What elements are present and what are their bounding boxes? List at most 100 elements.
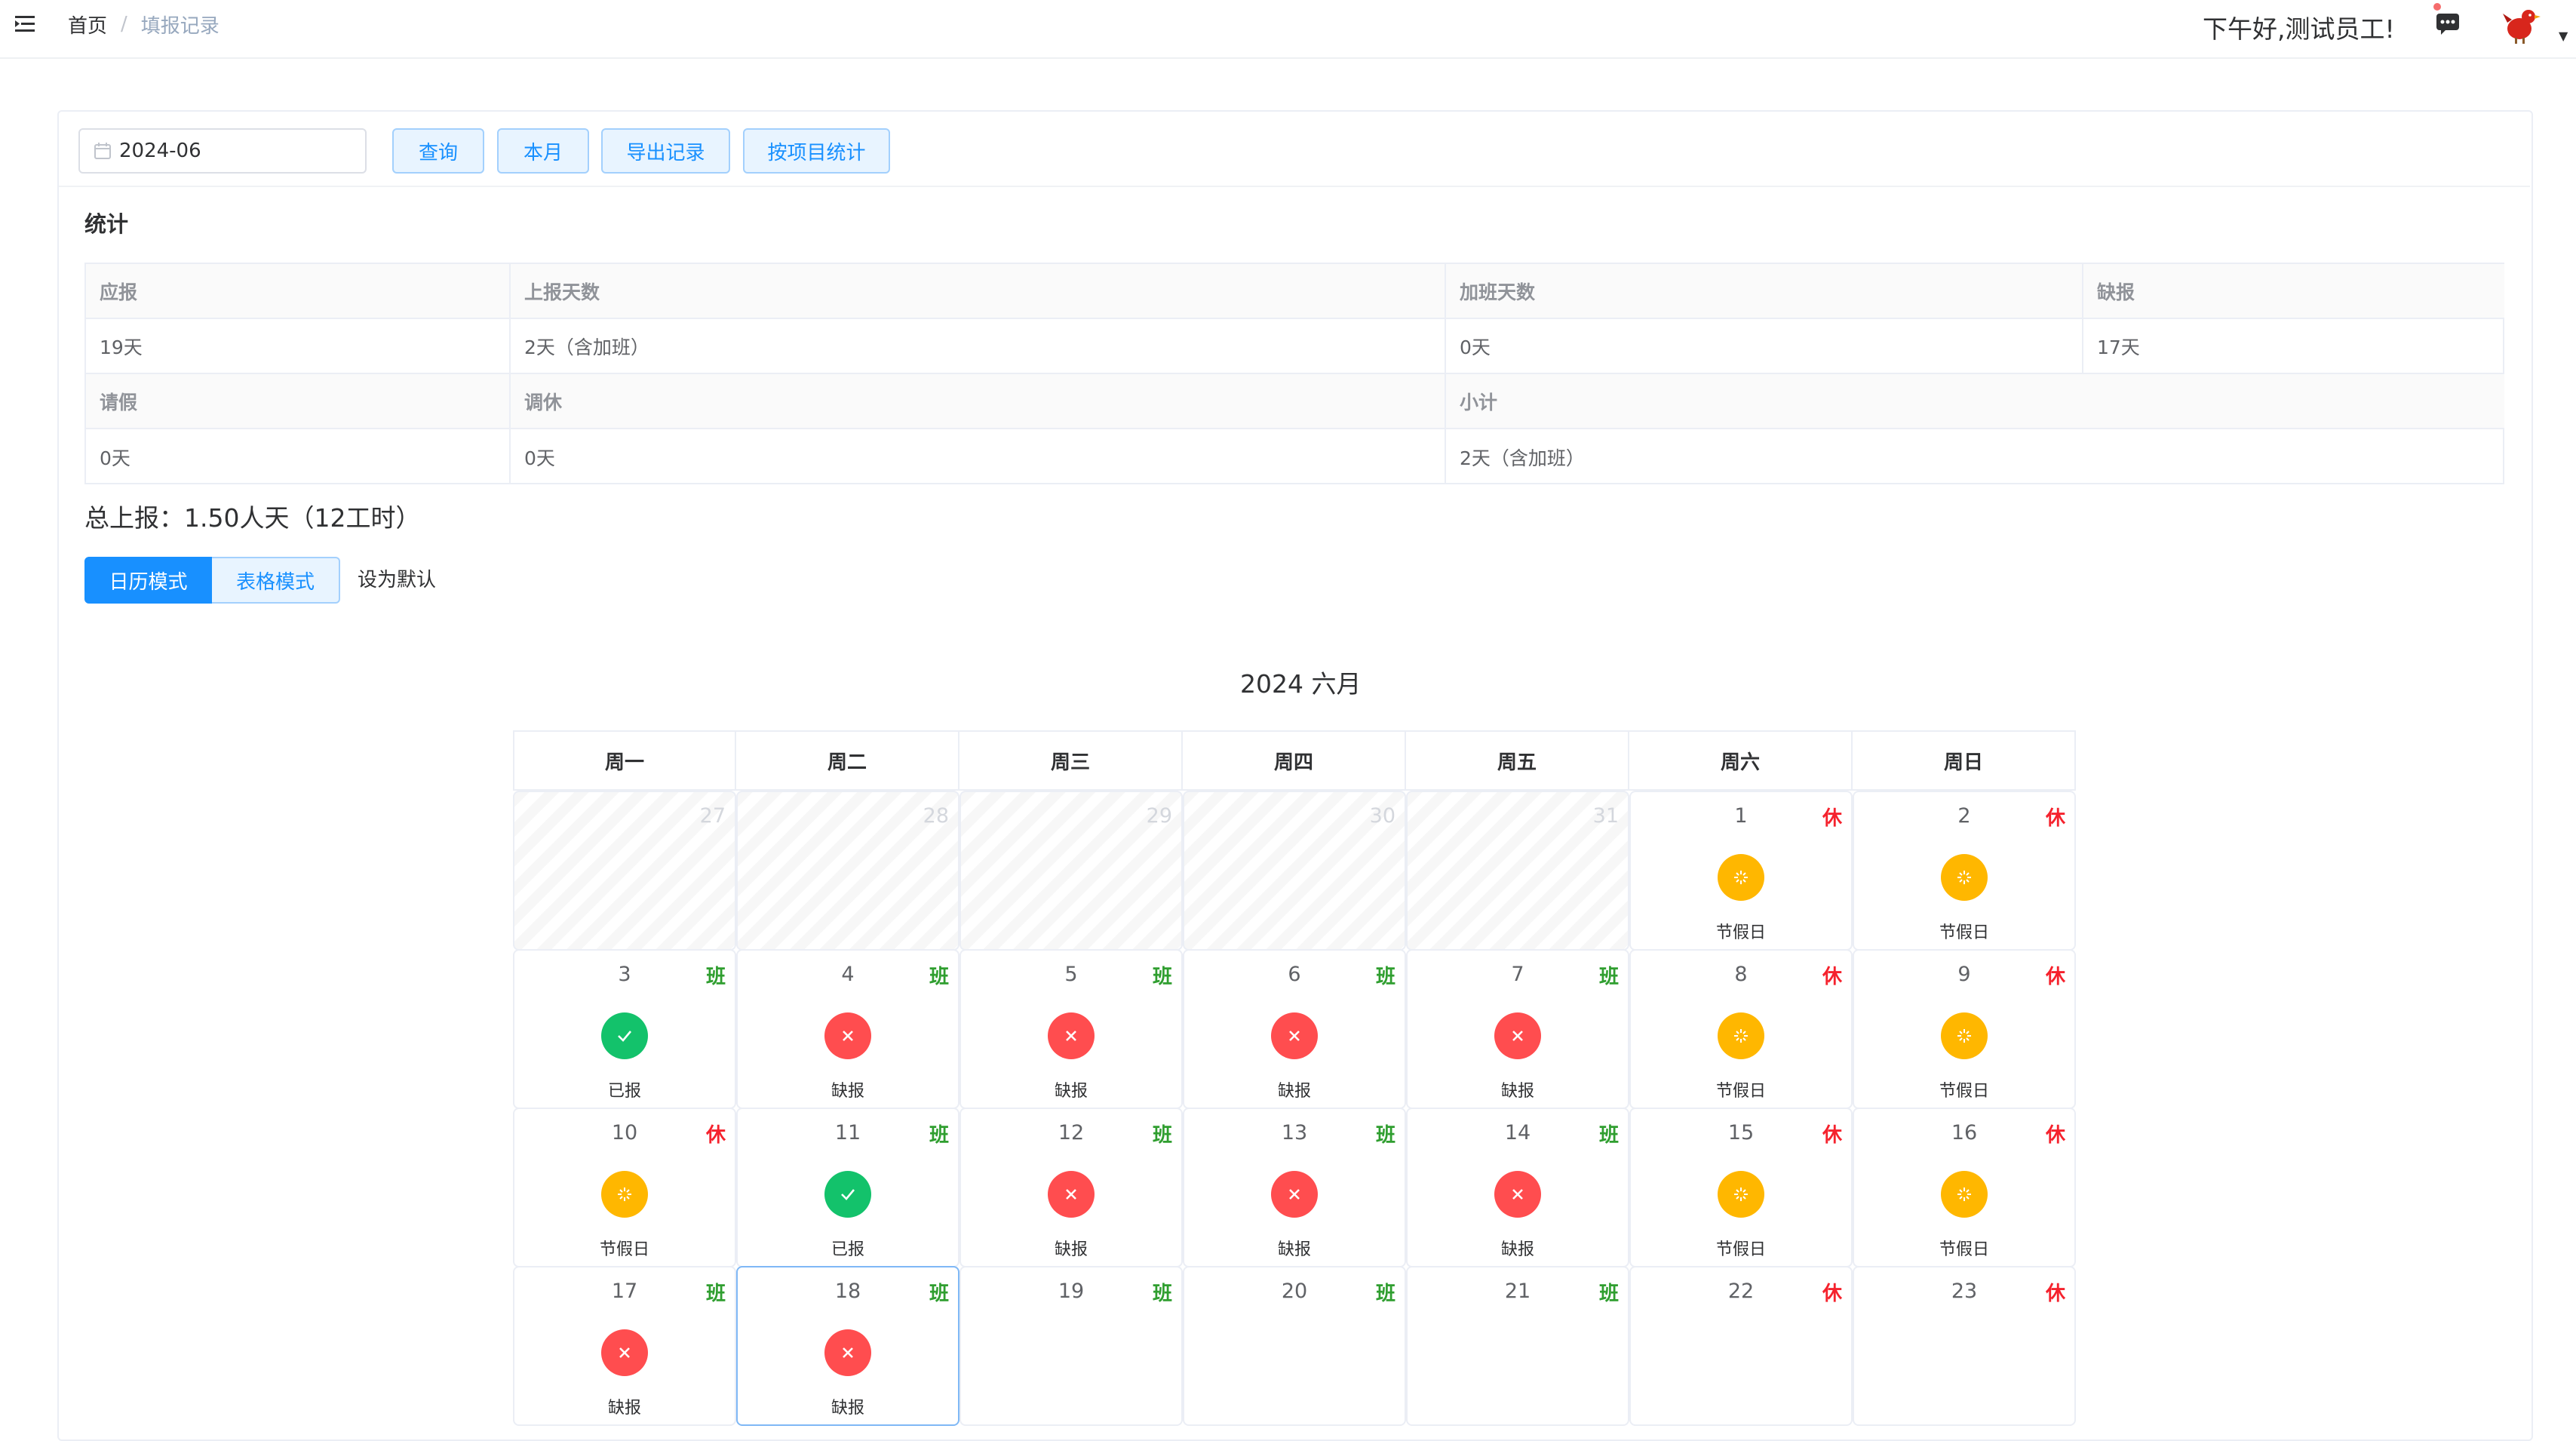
day-status-label: 缺报 xyxy=(831,1399,864,1418)
calendar-day-cell[interactable]: 2 休节假日 xyxy=(1853,791,2076,951)
calendar-day-cell[interactable]: 7 班缺报 xyxy=(1406,949,1629,1109)
calendar-day-cell[interactable]: 20 班 xyxy=(1183,1266,1406,1426)
day-status-label: 缺报 xyxy=(831,1082,864,1101)
current-month-button[interactable]: 本月 xyxy=(497,128,589,174)
breadcrumb: 首页 / 填报记录 xyxy=(68,9,220,39)
calendar-day-cell[interactable]: 4 班缺报 xyxy=(736,949,959,1109)
calendar-day-cell[interactable]: 18 班缺报 xyxy=(736,1266,959,1426)
weekday-header: 周五 xyxy=(1406,730,1629,791)
workday-tag: 班 xyxy=(1598,1124,1619,1147)
stats-label-overtime-days: 加班天数 xyxy=(1446,264,2083,319)
close-icon xyxy=(824,1012,871,1059)
weekday-header: 周日 xyxy=(1853,730,2076,791)
rest-day-tag: 休 xyxy=(2045,807,2065,830)
calendar-day-cell[interactable]: 3 班已报 xyxy=(513,949,736,1109)
weekday-header: 周一 xyxy=(513,730,736,791)
breadcrumb-home[interactable]: 首页 xyxy=(68,14,108,38)
rest-day-tag: 休 xyxy=(2045,1124,2065,1147)
day-number: 4 xyxy=(841,963,855,986)
day-number: 19 xyxy=(1058,1280,1085,1303)
day-number: 15 xyxy=(1727,1121,1755,1145)
stats-value-subtotal: 2天（含加班） xyxy=(1460,447,1585,469)
day-status-label: 已报 xyxy=(607,1082,641,1101)
calendar-day-cell[interactable]: 10 休节假日 xyxy=(513,1108,736,1267)
calendar-title: 2024 六月 xyxy=(1240,669,1362,699)
set-default-link[interactable]: 设为默认 xyxy=(358,569,437,591)
calendar-day-cell[interactable]: 11 班已报 xyxy=(736,1108,959,1267)
menu-fold-icon[interactable] xyxy=(14,12,38,36)
month-picker-input[interactable]: 2024-06 xyxy=(78,128,367,174)
divider xyxy=(59,186,2530,187)
calendar-day-cell[interactable]: 22 休 xyxy=(1629,1266,1853,1426)
workday-tag: 班 xyxy=(705,966,726,988)
top-header: 首页 / 填报记录 下午好,测试员工! ▼ xyxy=(0,0,2576,59)
query-button[interactable]: 查询 xyxy=(392,128,484,174)
day-status-label: 节假日 xyxy=(1715,1240,1766,1259)
day-number: 22 xyxy=(1727,1280,1755,1303)
day-status-label: 缺报 xyxy=(1277,1240,1311,1259)
firework-icon xyxy=(1941,854,1988,901)
day-number: 5 xyxy=(1064,963,1078,986)
workday-tag: 班 xyxy=(929,966,949,988)
calendar-day-cell[interactable]: 9 休节假日 xyxy=(1853,949,2076,1109)
day-status-label: 节假日 xyxy=(1715,1082,1766,1101)
rest-day-tag: 休 xyxy=(2045,1283,2065,1305)
day-number: 11 xyxy=(834,1121,861,1145)
day-number: 14 xyxy=(1504,1121,1531,1145)
workday-tag: 班 xyxy=(1375,1283,1395,1305)
day-number: 27 xyxy=(699,804,726,828)
stats-table: 应报 上报天数 加班天数 缺报 19天 2天（含加班） 0天 17天 请假 调休… xyxy=(84,263,2504,484)
day-number: 9 xyxy=(1957,963,1971,986)
calendar-day-cell[interactable]: 1 休节假日 xyxy=(1629,791,1853,951)
rest-day-tag: 休 xyxy=(705,1124,726,1147)
stats-section-title: 统计 xyxy=(84,211,129,237)
day-status-label: 缺报 xyxy=(1277,1082,1311,1101)
calendar-day-cell[interactable]: 12 班缺报 xyxy=(959,1108,1183,1267)
calendar-day-cell[interactable]: 15 休节假日 xyxy=(1629,1108,1853,1267)
calendar-day-cell[interactable]: 19 班 xyxy=(959,1266,1183,1426)
check-icon xyxy=(824,1171,871,1218)
rest-day-tag: 休 xyxy=(1822,807,1842,830)
weekday-header: 周二 xyxy=(736,730,959,791)
stats-label-subtotal: 小计 xyxy=(1446,374,2504,429)
day-status-label: 缺报 xyxy=(1054,1082,1088,1101)
calendar-day-cell[interactable]: 14 班缺报 xyxy=(1406,1108,1629,1267)
calendar-day-cell[interactable]: 23 休 xyxy=(1853,1266,2076,1426)
calendar-mode-button[interactable]: 日历模式 xyxy=(84,557,212,604)
workday-tag: 班 xyxy=(1598,1283,1619,1305)
calendar-day-cell[interactable]: 17 班缺报 xyxy=(513,1266,736,1426)
day-status-label: 已报 xyxy=(831,1240,864,1259)
calendar-day-cell[interactable]: 13 班缺报 xyxy=(1183,1108,1406,1267)
day-number: 2 xyxy=(1957,804,1971,828)
export-records-button[interactable]: 导出记录 xyxy=(601,128,730,174)
calendar-day-cell[interactable]: 21 班 xyxy=(1406,1266,1629,1426)
day-number: 28 xyxy=(923,804,949,828)
rest-day-tag: 休 xyxy=(1822,1124,1842,1147)
calendar-grid: 周一 周二 周三 周四 周五 周六 周日 27 28 29 30 31 1 休节假日 2 休节假日 3 班已报 4 班… xyxy=(513,730,2076,1426)
firework-icon xyxy=(1718,1171,1764,1218)
workday-tag: 班 xyxy=(1375,1124,1395,1147)
avatar[interactable] xyxy=(2501,3,2541,45)
calendar-day-cell[interactable]: 16 休节假日 xyxy=(1853,1108,2076,1267)
calendar-day-cell[interactable]: 6 班缺报 xyxy=(1183,949,1406,1109)
day-number: 3 xyxy=(618,963,631,986)
stats-by-project-button[interactable]: 按项目统计 xyxy=(743,128,890,174)
calendar-day-cell: 29 xyxy=(959,791,1183,951)
calendar-day-cell[interactable]: 5 班缺报 xyxy=(959,949,1183,1109)
stats-label-missing: 缺报 xyxy=(2083,264,2504,319)
stats-label-leave: 请假 xyxy=(86,374,511,429)
total-value: 1.50人天（12工时） xyxy=(184,503,421,533)
day-number: 29 xyxy=(1146,804,1172,828)
chevron-down-icon[interactable]: ▼ xyxy=(2559,29,2568,43)
day-number: 13 xyxy=(1281,1121,1308,1145)
greeting-text: 下午好,测试员工! xyxy=(2203,14,2395,44)
rest-day-tag: 休 xyxy=(2045,966,2065,988)
firework-icon xyxy=(1718,854,1764,901)
calendar-day-cell[interactable]: 8 休节假日 xyxy=(1629,949,1853,1109)
workday-tag: 班 xyxy=(1598,966,1619,988)
message-icon[interactable] xyxy=(2433,9,2462,36)
table-mode-button[interactable]: 表格模式 xyxy=(212,557,340,604)
total-label: 总上报： xyxy=(84,503,184,533)
day-number: 6 xyxy=(1288,963,1301,986)
day-status-label: 缺报 xyxy=(1500,1082,1534,1101)
